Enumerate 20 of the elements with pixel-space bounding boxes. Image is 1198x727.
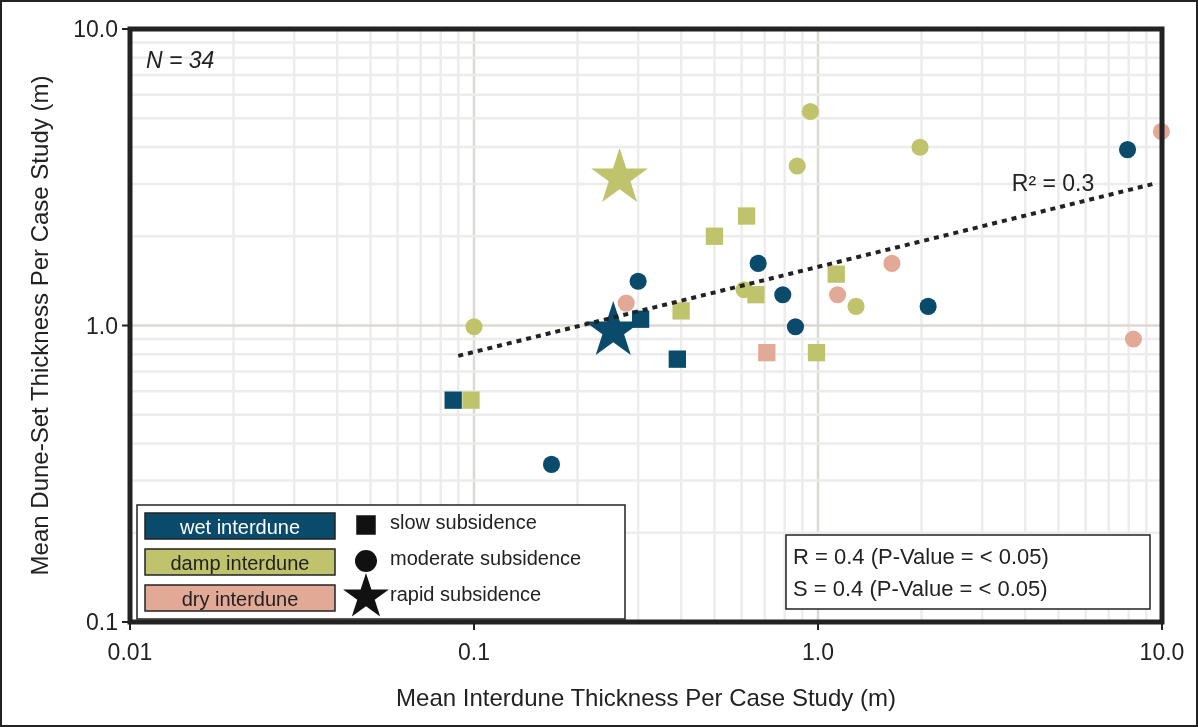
annotation: moderate subsidence <box>390 547 582 569</box>
annotation: rapid subsidence <box>390 583 542 605</box>
y-tick-label: 10.0 <box>73 16 118 42</box>
x-tick-label: 0.1 <box>458 639 490 665</box>
annotation: R² = 0.3 <box>1011 170 1095 196</box>
text-box: R = 0.4 (P-Value = < 0.05) S = 0.4 (P-Value = < 0.05) <box>785 534 1151 610</box>
annotation: N = 34 <box>146 47 215 73</box>
text: damp interdune <box>170 552 310 574</box>
text: wet interdune <box>178 516 301 538</box>
annotation: R = 0.4 (P-Value = < 0.05) <box>793 544 1049 569</box>
y-axis-title: Mean Dune-Set Thickness Per Case Study (m) <box>26 75 53 576</box>
annotation: S = 0.4 (P-Value = < 0.05) <box>793 576 1048 601</box>
x-tick-label: 10.0 <box>1139 639 1185 665</box>
y-tick-label: 1.0 <box>86 312 118 339</box>
annotation: slow subsidence <box>390 511 537 533</box>
x-axis-title: Mean Interdune Thickness Per Case Study (m) <box>396 684 896 711</box>
text: dry interdune <box>181 588 299 610</box>
x-tick-label: 0.01 <box>107 639 153 665</box>
x-tick-label: 1.0 <box>802 639 834 665</box>
y-tick-label: 0.1 <box>86 609 118 635</box>
